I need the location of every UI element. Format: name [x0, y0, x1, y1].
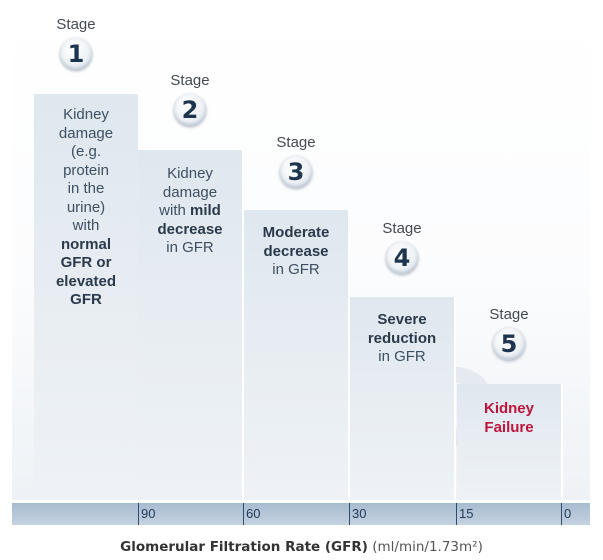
stage-3-description: Moderate decrease in GFR — [244, 224, 348, 280]
stage-4-description: Severe reduction in GFR — [350, 311, 454, 367]
axis-title-unit: (ml/min/1.73m²) — [372, 539, 483, 555]
stage-number-badge: 5 — [493, 328, 525, 360]
desc-line: damage — [58, 124, 114, 142]
desc-line: with mild — [138, 202, 242, 221]
stage-label: Stage — [382, 220, 422, 237]
stage-3-header: Stage 3 — [251, 134, 341, 188]
desc-line: in GFR — [166, 239, 214, 256]
diagram-panel: GFR Stage 1 Kidney damage (e.g. protein … — [12, 10, 590, 500]
desc-line-bold: GFR or — [60, 254, 112, 271]
stage-5-column — [457, 384, 563, 500]
axis-title-text: Glomerular Filtration Rate (GFR) — [120, 539, 368, 555]
stage-1-column — [34, 94, 140, 500]
desc-line-bold: Severe — [377, 311, 427, 328]
stage-number-badge: 4 — [386, 242, 418, 274]
desc-line: urine) — [66, 198, 106, 216]
axis-tick-label: 90 — [138, 503, 155, 525]
stage-2-header: Stage 2 — [145, 72, 235, 126]
desc-line: (e.g. — [70, 143, 101, 160]
desc-line-bold: decrease — [157, 220, 223, 238]
axis-tick-label: 15 — [456, 503, 473, 525]
desc-line-bold: decrease — [263, 242, 329, 260]
stage-2-column — [138, 150, 244, 500]
stage-number-badge: 2 — [174, 94, 206, 126]
stage-label: Stage — [489, 306, 529, 323]
desc-line: in GFR — [272, 261, 320, 278]
desc-line-bold: GFR — [70, 291, 102, 308]
desc-line-bold: normal — [60, 235, 111, 253]
axis-tick-label: 60 — [243, 503, 260, 525]
gfr-axis-bar: 90 60 30 15 0 — [12, 503, 590, 525]
desc-line-bold: reduction — [367, 329, 437, 347]
axis-tick-label: 0 — [561, 503, 571, 525]
stage-5-header: Stage 5 — [464, 306, 554, 360]
stage-4-header: Stage 4 — [357, 220, 447, 274]
stage-number-badge: 3 — [280, 156, 312, 188]
axis-tick-label: 30 — [349, 503, 366, 525]
stage-label: Stage — [170, 72, 210, 89]
desc-line-bold: elevated — [55, 272, 117, 290]
stage-1-header: Stage 1 — [31, 16, 121, 70]
desc-line-bold: Moderate — [262, 224, 330, 241]
desc-text-bold: mild — [190, 202, 221, 219]
stage-label: Stage — [56, 16, 96, 33]
stage-4-column — [350, 297, 456, 500]
desc-line: damage — [162, 183, 218, 201]
stage-label: Stage — [276, 134, 316, 151]
desc-line: Kidney — [167, 165, 213, 182]
desc-line: in GFR — [378, 348, 426, 365]
desc-line-red: Kidney — [483, 400, 534, 417]
desc-text: with — [159, 202, 190, 219]
desc-line: in the — [67, 180, 105, 197]
stage-number-badge: 1 — [60, 38, 92, 70]
axis-title: Glomerular Filtration Rate (GFR) (ml/min… — [0, 539, 603, 555]
desc-line: protein — [63, 161, 109, 179]
stage-1-description: Kidney damage (e.g. protein in the urine… — [34, 106, 138, 310]
stage-2-description: Kidney damage with mild decrease in GFR — [138, 165, 242, 258]
desc-line: Kidney — [63, 106, 109, 123]
stage-5-description: Kidney Failure — [457, 400, 561, 437]
desc-line-red: Failure — [484, 418, 534, 436]
desc-line: with — [72, 217, 100, 234]
stage-3-column — [244, 210, 350, 500]
